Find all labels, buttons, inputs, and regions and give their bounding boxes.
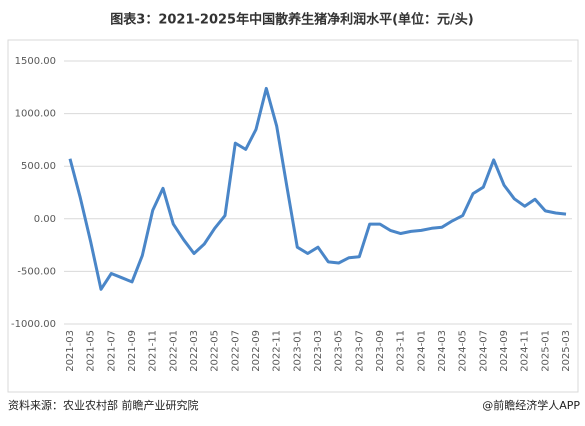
x-tick-label: 2022-07 [230, 330, 241, 372]
y-tick-label: 0.00 [34, 214, 56, 225]
chart-title: 图表3：2021-2025年中国散养生猪净利润水平(单位：元/头) [110, 12, 473, 28]
y-tick-label: -1000.00 [11, 319, 56, 330]
x-tick-label: 2021-03 [65, 330, 76, 372]
source: 资料来源：农业农村部 前瞻产业研究院 [8, 398, 199, 412]
y-tick-label: 1000.00 [15, 109, 56, 120]
x-tick-label: 2024-07 [478, 330, 489, 372]
x-tick-label: 2024-05 [458, 330, 469, 372]
x-tick-label: 2025-01 [540, 330, 551, 372]
x-tick-label: 2022-05 [210, 330, 221, 372]
x-tick-label: 2024-11 [520, 330, 531, 372]
x-tick-label: 2023-09 [375, 330, 386, 372]
line-series [68, 86, 567, 291]
x-tick-label: 2022-09 [251, 330, 262, 372]
y-tick-label: -500.00 [17, 266, 56, 277]
x-tick-label: 2021-11 [148, 330, 159, 372]
x-tick-label: 2023-11 [396, 330, 407, 372]
x-tick-label: 2024-03 [437, 330, 448, 372]
x-tick-label: 2023-07 [354, 330, 365, 372]
chart-frame [7, 39, 579, 393]
x-tick-label: 2024-09 [499, 330, 510, 372]
y-tick-label: 500.00 [21, 161, 56, 172]
x-tick-label: 2023-01 [292, 330, 303, 372]
x-tick-label: 2022-03 [189, 330, 200, 372]
x-tick-label: 2024-01 [416, 330, 427, 372]
x-tick-label: 2021-07 [106, 330, 117, 372]
x-tick-label: 2023-05 [334, 330, 345, 372]
x-tick-label: 2022-11 [272, 330, 283, 372]
x-tick-label: 2021-05 [86, 330, 97, 372]
x-tick-label: 2022-01 [168, 330, 179, 372]
x-tick-label: 2021-09 [127, 330, 138, 372]
y-tick-label: 1500.00 [15, 56, 56, 67]
x-tick-label: 2023-03 [313, 330, 324, 372]
brand: @前瞻经济学人APP [482, 398, 580, 412]
x-tick-label: 2025-03 [561, 330, 572, 372]
